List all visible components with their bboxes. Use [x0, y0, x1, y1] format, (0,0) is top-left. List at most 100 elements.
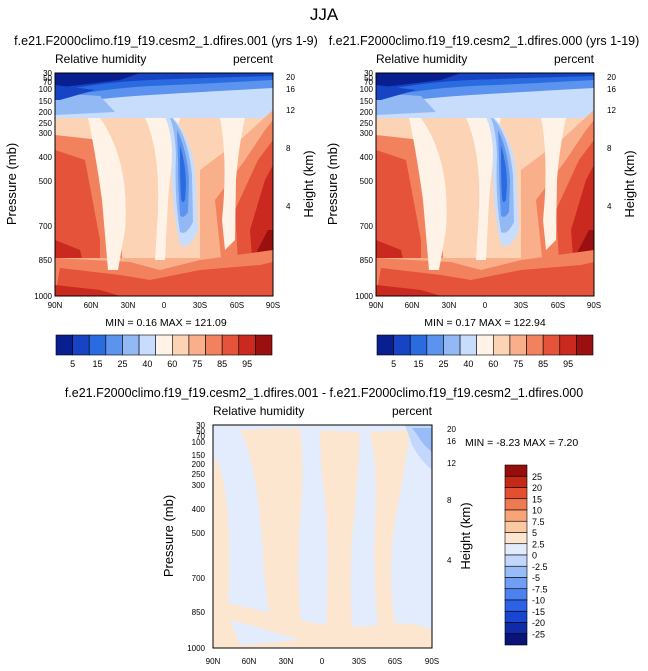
- panel-1-ytick: 1000: [34, 292, 52, 301]
- panel-2: f.e21.F2000climo.f19_f19.cesm2_1.dfires.…: [325, 34, 639, 369]
- panel-1-ytick: 50: [43, 74, 52, 83]
- panel-2-ytick: 1000: [355, 292, 373, 301]
- panel-2-xtick: 30S: [514, 301, 528, 310]
- panel-3-ytick: 300: [192, 481, 206, 490]
- panel-3-colorbar-label: -2.5: [532, 562, 548, 572]
- panel-1-colorbar-swatch: [72, 334, 90, 356]
- panel-1-contours: [55, 73, 273, 296]
- panel-1-ylabel: Pressure (mb): [4, 143, 19, 225]
- panel-2-xtick: 90N: [369, 301, 384, 310]
- panel-3-colorbar-swatch: [504, 565, 528, 578]
- panel-3-title: f.e21.F2000climo.f19_f19.cesm2_1.dfires.…: [65, 386, 583, 400]
- panel-2-contours: [376, 73, 594, 296]
- panel-3-ytick: 70: [196, 432, 205, 441]
- panel-1-colorbar-label: 40: [142, 359, 152, 369]
- panel-2-right-label: percent: [554, 52, 595, 66]
- panel-1-xtick: 90N: [48, 301, 63, 310]
- panel-3-colorbar-swatch: [504, 554, 528, 567]
- panel-2-xtick: 30N: [442, 301, 457, 310]
- panel-2-colorbar-label: 60: [488, 359, 498, 369]
- panel-2-ytick: 850: [360, 256, 374, 265]
- panel-3-colorbar-swatch: [504, 610, 528, 623]
- panel-2-colorbar-swatch: [576, 334, 594, 356]
- panel-2-y2tick: 4: [607, 202, 612, 211]
- panel-1-colorbar-label: 75: [192, 359, 202, 369]
- panel-3-ytick: 1000: [187, 644, 205, 653]
- panel-3-frame: [212, 424, 433, 649]
- panel-3-colorbar-label: -7.5: [532, 584, 548, 594]
- panel-1-right-label: percent: [233, 52, 274, 66]
- panel-3-colorbar-label: 0: [532, 551, 537, 561]
- panel-1-colorbar: 5 15 25 40 60 75 85 95: [55, 334, 273, 369]
- panel-2-colorbar-swatch: [526, 334, 544, 356]
- figure-main-title: JJA: [310, 5, 339, 24]
- panel-3-colorbar-label: -15: [532, 607, 545, 617]
- panel-1-colorbar-swatch: [122, 334, 140, 356]
- panel-2-colorbar-label: 40: [463, 359, 473, 369]
- panel-1-colorbar-label: 25: [117, 359, 127, 369]
- panel-1-colorbar-swatch: [55, 334, 73, 356]
- panel-2-field: [376, 73, 594, 296]
- panel-3-x-ticks: 90N 60N 30N 0 30S 60S 90S: [206, 657, 439, 666]
- panel-1-y2tick: 12: [286, 106, 295, 115]
- panel-3-ytick: 30: [196, 421, 205, 430]
- panel-2-colorbar-label: 75: [513, 359, 523, 369]
- panel-1-colorbar-label: 60: [167, 359, 177, 369]
- panel-3-colorbar-swatch: [504, 487, 528, 500]
- panel-3-colorbar-label: 20: [532, 483, 542, 493]
- panel-3-colorbar-swatch: [504, 633, 528, 646]
- panel-1-ytick: 300: [39, 129, 53, 138]
- panel-1: f.e21.F2000climo.f19_f19.cesm2_1.dfires.…: [4, 34, 318, 369]
- panel-1-title: f.e21.F2000climo.f19_f19.cesm2_1.dfires.…: [14, 34, 318, 48]
- panel-3-xtick: 30N: [279, 657, 294, 666]
- panel-1-field: [55, 73, 273, 296]
- panel-3-y2label: Height (km): [458, 502, 473, 569]
- panel-3-y2tick: 8: [447, 496, 452, 505]
- panel-3-colorbar-swatch: [504, 498, 528, 511]
- panel-2-colorbar-swatch: [509, 334, 527, 356]
- panel-1-xtick: 30N: [121, 301, 136, 310]
- panel-3-colorbar-swatch: [504, 622, 528, 635]
- panel-3-y2tick: 4: [447, 556, 452, 565]
- panel-1-xtick: 60S: [230, 301, 244, 310]
- panel-3-colorbar-swatch: [504, 599, 528, 612]
- panel-2-x-ticks: 90N 60N 30N 0 30S 60S 90S: [369, 301, 601, 310]
- panel-3-ytick: 250: [192, 470, 206, 479]
- panel-1-left-label: Relative humidity: [55, 52, 146, 66]
- panel-2-y2tick: 16: [607, 85, 616, 94]
- panel-1-colorbar-label: 95: [242, 359, 252, 369]
- panel-1-colorbar-swatch: [221, 334, 240, 356]
- panel-2-colorbar-swatch: [493, 334, 511, 356]
- panel-1-colorbar-swatch: [138, 334, 156, 356]
- panel-2-title: f.e21.F2000climo.f19_f19.cesm2_1.dfires.…: [329, 34, 640, 48]
- panel-2-xtick: 60S: [551, 301, 565, 310]
- panel-2-left-label: Relative humidity: [376, 52, 467, 66]
- panel-3-colorbar-label: 2.5: [532, 539, 545, 549]
- panel-1-xtick: 90S: [266, 301, 280, 310]
- panel-1-ytick: 150: [39, 97, 53, 106]
- panel-3-colorbar-swatch: [504, 543, 528, 556]
- panel-3-y2tick: 16: [447, 437, 456, 446]
- panel-3-colorbar-swatch: [504, 509, 528, 522]
- panel-1-ytick: 500: [39, 177, 53, 186]
- panel-3-ytick: 50: [196, 427, 205, 436]
- panel-1-ytick: 850: [39, 256, 53, 265]
- panel-1-xtick: 60N: [84, 301, 99, 310]
- panel-2-ytick: 250: [360, 119, 374, 128]
- panel-3-right-label: percent: [392, 404, 433, 418]
- panel-1-ytick: 700: [39, 222, 53, 231]
- panel-2-ytick: 150: [360, 97, 374, 106]
- panel-2-colorbar-swatch: [459, 334, 477, 356]
- panel-1-colorbar-swatch: [188, 334, 206, 356]
- panel-2-colorbar-swatch: [559, 334, 577, 356]
- panel-3-y2-ticks: 20 16 12 8 4: [447, 425, 456, 565]
- panel-3-xtick: 60S: [388, 657, 402, 666]
- panel-1-x-ticks: 90N 60N 30N 0 30S 60S 90S: [48, 301, 280, 310]
- panel-2-ytick: 100: [360, 85, 374, 94]
- panel-3-xtick: 0: [320, 657, 325, 666]
- panel-1-y2tick: 8: [286, 144, 291, 153]
- panel-3-ytick: 700: [192, 574, 206, 583]
- panel-1-ytick: 200: [39, 108, 53, 117]
- panel-3-ytick: 400: [192, 505, 206, 514]
